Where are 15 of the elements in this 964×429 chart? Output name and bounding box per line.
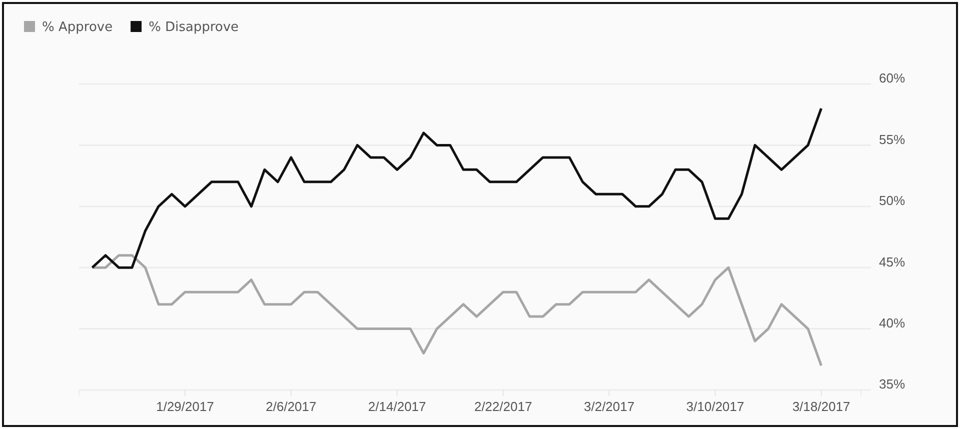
y-tick-label: 55% — [879, 132, 906, 147]
y-tick-label: 35% — [879, 376, 906, 392]
y-tick-label: 60% — [879, 70, 906, 86]
x-tick-label: 3/18/2017 — [792, 399, 850, 414]
x-tick-label: 2/14/2017 — [368, 399, 426, 414]
y-tick-label: 50% — [879, 193, 906, 208]
x-tick-label: 2/22/2017 — [474, 399, 532, 414]
x-tick-label: 1/29/2017 — [156, 399, 214, 414]
y-tick-label: 45% — [879, 254, 906, 270]
x-tick-label: 3/10/2017 — [686, 399, 744, 414]
y-tick-label: 40% — [879, 316, 906, 330]
x-tick-label: 2/6/2017 — [266, 399, 316, 414]
legend-label: % Disapprove — [148, 20, 239, 35]
legend-label: % Approve — [42, 20, 113, 35]
x-tick-label: 3/2/2017 — [584, 399, 634, 414]
